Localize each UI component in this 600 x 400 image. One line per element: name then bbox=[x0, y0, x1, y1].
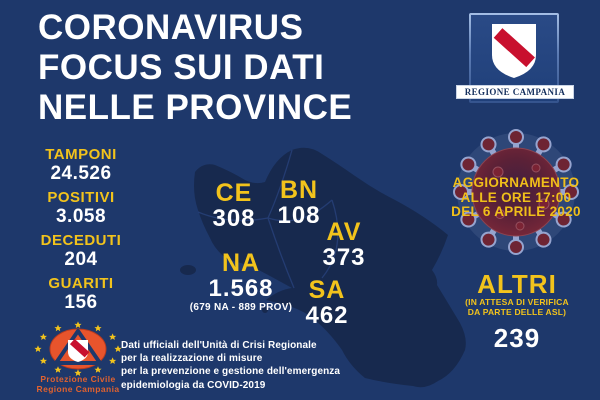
province-code: AV bbox=[326, 218, 362, 246]
altri-note-line-2: DA PARTE DELLE ASL) bbox=[467, 306, 567, 317]
campania-map bbox=[180, 147, 466, 388]
protezione-civile-emblem-icon bbox=[28, 320, 128, 383]
island-ischia bbox=[180, 265, 196, 275]
pc-caption-line-2: Regione Campania bbox=[36, 383, 120, 394]
province-value: 373 bbox=[322, 244, 366, 271]
stat-value: 204 bbox=[64, 249, 98, 270]
update-line-2: ALLE ORE 17:00 bbox=[460, 189, 572, 205]
title-line-2: FOCUS SUI DATI bbox=[38, 48, 325, 87]
province-code: SA bbox=[308, 276, 346, 304]
disclaimer-line-4: epidemiologia da COVID-2019 bbox=[121, 379, 266, 391]
island-capri bbox=[262, 307, 268, 313]
province-value: 108 bbox=[277, 202, 321, 229]
pc-caption-line-1: Protezione Civile bbox=[40, 374, 116, 384]
province-bn: BN 108 bbox=[277, 177, 320, 229]
disclaimer-line-2: per la realizzazione di misure bbox=[121, 353, 263, 365]
regione-campania-banner: REGIONE CAMPANIA bbox=[456, 85, 574, 99]
stat-value: 156 bbox=[64, 292, 98, 313]
title-line-3: NELLE PROVINCE bbox=[38, 88, 353, 127]
disclaimer-text: Dati ufficiali dell'Unità di Crisi Regio… bbox=[121, 339, 340, 392]
update-line-1: AGGIORNAMENTO bbox=[452, 175, 580, 190]
stat-deceduti: DECEDUTI 204 bbox=[18, 232, 144, 270]
province-value: 1.568 bbox=[208, 275, 274, 302]
coronavirus-icon bbox=[450, 126, 582, 263]
page-title: CORONAVIRUS FOCUS SUI DATI NELLE PROVINC… bbox=[38, 8, 352, 128]
province-value: 308 bbox=[212, 205, 256, 232]
altri-note-line-1: (IN ATTESA DI VERIFICA bbox=[465, 297, 569, 307]
province-na: NA 1.568 (679 NA - 889 PROV) bbox=[190, 250, 293, 313]
province-av: AV 373 bbox=[322, 219, 365, 271]
stat-positivi: POSITIVI 3.058 bbox=[18, 189, 144, 227]
altri-value: 239 bbox=[493, 323, 541, 353]
campania-shield-icon bbox=[488, 21, 540, 80]
altri-panel: ALTRI (IN ATTESA DI VERIFICA DA PARTE DE… bbox=[465, 269, 569, 353]
province-code: NA bbox=[221, 249, 261, 277]
province-code: CE bbox=[215, 179, 253, 207]
update-line-3: DEL 6 APRILE 2020 bbox=[451, 204, 581, 219]
province-value: 462 bbox=[305, 302, 349, 329]
stat-value: 3.058 bbox=[55, 206, 107, 227]
protezione-civile-caption: Protezione Civile Regione Campania bbox=[36, 374, 120, 394]
province-code: BN bbox=[279, 176, 319, 204]
disclaimer-line-1: Dati ufficiali dell'Unità di Crisi Regio… bbox=[121, 340, 317, 351]
update-datetime: AGGIORNAMENTO ALLE ORE 17:00 DEL 6 APRIL… bbox=[451, 175, 581, 220]
regione-campania-logo bbox=[469, 13, 559, 103]
stats-panel: TAMPONI 24.526 POSITIVI 3.058 DECEDUTI 2… bbox=[18, 146, 144, 318]
stat-label: GUARITI bbox=[48, 275, 114, 292]
title-line-1: CORONAVIRUS bbox=[38, 8, 304, 47]
stat-label: DECEDUTI bbox=[40, 232, 122, 249]
province-sa: SA 462 bbox=[305, 277, 348, 329]
disclaimer-line-3: per la prevenzione e gestione dell'emerg… bbox=[121, 366, 341, 378]
stat-value: 24.526 bbox=[50, 163, 112, 184]
stat-label: TAMPONI bbox=[45, 146, 117, 163]
province-note: (679 NA - 889 PROV) bbox=[189, 302, 293, 313]
altri-label: ALTRI bbox=[477, 269, 557, 299]
province-ce: CE 308 bbox=[212, 180, 255, 232]
stat-tamponi: TAMPONI 24.526 bbox=[18, 146, 144, 184]
stat-label: POSITIVI bbox=[47, 189, 115, 206]
stat-guariti: GUARITI 156 bbox=[18, 275, 144, 313]
